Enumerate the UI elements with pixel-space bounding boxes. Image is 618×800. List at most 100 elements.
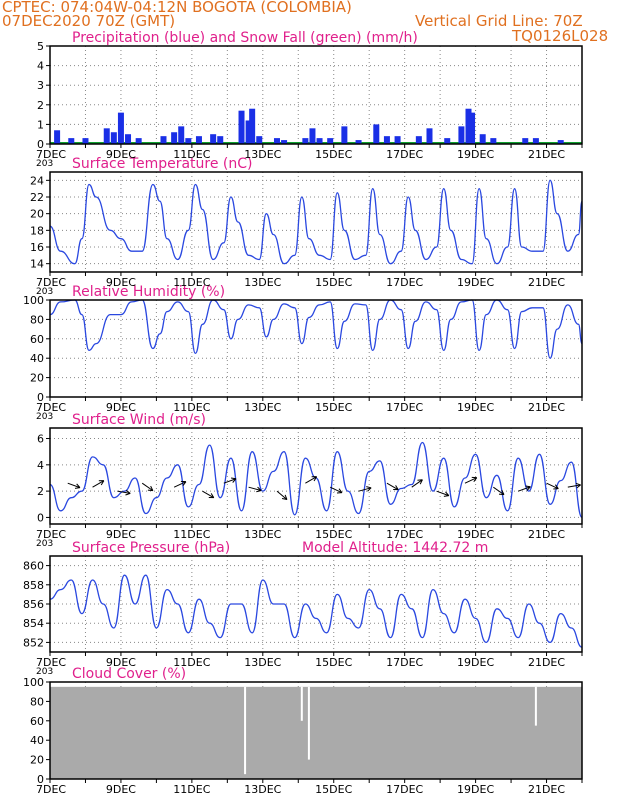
y-tick-label: 0 — [37, 511, 44, 524]
wind-arrow-head — [395, 485, 399, 490]
x-tick-label: 17DEC — [386, 656, 423, 669]
rh-title: Relative Humidity (%) — [72, 284, 226, 300]
x-tick-label: 7DEC — [36, 656, 66, 669]
precip-bar — [273, 138, 280, 144]
x-tick-label: 7DEC — [36, 528, 66, 541]
temp-title: Surface Temperature (nC) — [72, 156, 253, 172]
wind-arrow — [436, 490, 449, 497]
precip-title: Precipitation (blue) and Snow Fall (gree… — [72, 30, 418, 46]
location-header: CPTEC: 074:04W-04:12N BOGOTA (COLOMBIA) — [2, 0, 352, 16]
wind-arrow-head — [281, 498, 288, 501]
wind-arrow — [248, 486, 262, 492]
cloud-cover-area — [50, 686, 582, 779]
wind-arrow — [141, 482, 154, 492]
precip-bar — [256, 136, 263, 144]
precip-bar — [302, 138, 309, 144]
y-tick-label: 5 — [37, 40, 44, 53]
precip-bar — [210, 134, 217, 144]
wind-arrow-head — [74, 487, 81, 489]
precip-bar — [316, 138, 323, 144]
precip-bar — [490, 138, 497, 144]
wind-arrow-head — [338, 488, 343, 493]
x-tick-label: 7DEC — [36, 276, 66, 289]
y-tick-label: 60 — [30, 333, 44, 346]
y-tick-label: 858 — [23, 579, 44, 592]
y-tick-label: 100 — [23, 294, 44, 307]
precip-bar — [426, 128, 433, 144]
wind-arrow-head — [284, 494, 288, 500]
precip-bar — [383, 136, 390, 144]
precip-bar — [479, 134, 486, 144]
wind-arrow-head — [150, 485, 154, 491]
precip-bar — [217, 136, 224, 144]
precip-bar — [171, 132, 178, 144]
x-tick-label: 15DEC — [315, 276, 352, 289]
precip-bar — [309, 128, 316, 144]
x-tick-label: 9DEC — [106, 148, 136, 161]
y-tick-label: 80 — [30, 313, 44, 326]
x-tick-label: 9DEC — [106, 783, 136, 796]
precip-bar — [355, 140, 362, 144]
x-tick-label: 13DEC — [244, 783, 281, 796]
precip-bar — [117, 112, 124, 144]
y-tick-label: 4 — [37, 459, 44, 472]
y-tick-label: 860 — [23, 560, 44, 573]
wind-arrow-head — [417, 479, 423, 481]
x-tick-label: 9DEC — [106, 656, 136, 669]
precip-bar — [394, 136, 401, 144]
wind-arrow-head — [100, 480, 105, 486]
wind-arrow — [517, 486, 531, 492]
x-tick-label: 21DEC — [528, 276, 565, 289]
wind-arrow — [567, 484, 581, 488]
wind-arrow — [411, 479, 423, 488]
x-tick-label: 15DEC — [315, 528, 352, 541]
precip-bar — [281, 140, 288, 144]
date-header: 07DEC2020 70Z (GMT) — [2, 12, 176, 30]
x-tick-label: 13DEC — [244, 656, 281, 669]
x-tick-label: 17DEC — [386, 401, 423, 414]
panel-frame — [49, 299, 583, 398]
y-tick-label: 3 — [37, 79, 44, 92]
wind-arrow-head — [147, 489, 153, 492]
x-tick-label: 15DEC — [315, 401, 352, 414]
x-tick-label: 17DEC — [386, 276, 423, 289]
x-tick-label: 7DEC — [36, 148, 66, 161]
wind-arrow-head — [419, 479, 423, 485]
y-tick-label: 100 — [23, 676, 44, 689]
precip-bar — [469, 112, 476, 144]
x-tick-label: 21DEC — [528, 148, 565, 161]
precip-bar — [178, 126, 185, 144]
y-tick-label: 0 — [37, 773, 44, 786]
y-tick-label: 22 — [30, 191, 44, 204]
wind-arrow — [223, 478, 237, 484]
x-tick-label: 11DEC — [173, 276, 210, 289]
wind-arrow — [276, 490, 288, 500]
wind-arrow-head — [76, 483, 81, 488]
y-tick-label: 1 — [37, 118, 44, 131]
y-tick-label: 852 — [23, 636, 44, 649]
wind-arrow — [67, 482, 81, 489]
y-tick-label: 80 — [30, 695, 44, 708]
x-tick-label: 17DEC — [386, 783, 423, 796]
x-tick-label: 15DEC — [315, 656, 352, 669]
wind-arrow-head — [232, 478, 237, 483]
precip-bar — [522, 138, 529, 144]
wind-arrow — [202, 490, 215, 499]
x-tick-label: 13DEC — [244, 276, 281, 289]
precip-bar — [415, 136, 422, 144]
pressure-series — [49, 574, 583, 648]
precip-bar — [458, 126, 465, 144]
wind-arrow — [329, 486, 343, 494]
x-tick-label: 21DEC — [528, 656, 565, 669]
panel-frame — [49, 171, 583, 273]
x-tick-label: 11DEC — [173, 783, 210, 796]
wind-arrow-head — [366, 486, 372, 489]
y-tick-label: 40 — [30, 734, 44, 747]
precip-bar — [68, 138, 75, 144]
model-code: TQ0126L028 — [512, 27, 609, 45]
x-year-stub: 203 — [36, 287, 53, 297]
precip-bar — [245, 120, 252, 144]
y-tick-label: 18 — [30, 224, 44, 237]
wind-arrow-head — [125, 489, 131, 494]
